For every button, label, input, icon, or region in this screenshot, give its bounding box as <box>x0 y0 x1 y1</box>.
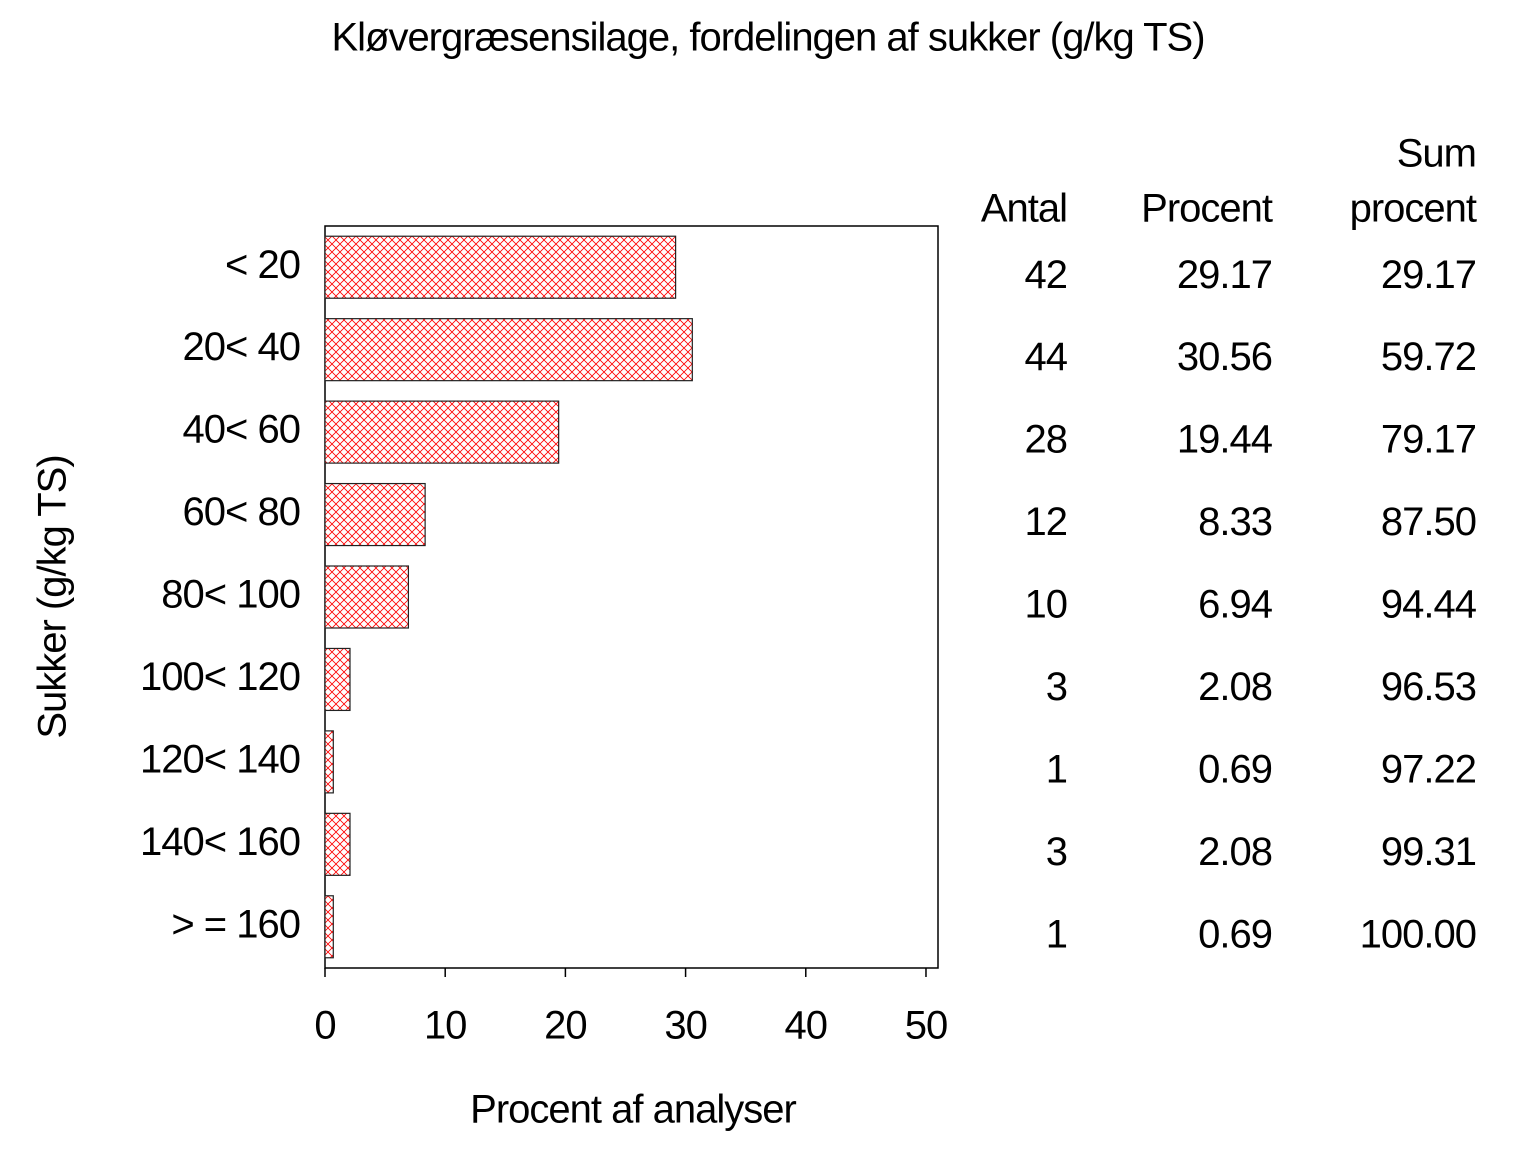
bar <box>324 400 560 464</box>
bar <box>324 812 351 876</box>
table-header: Procent <box>1141 187 1273 231</box>
table-sum-procent: 59.72 <box>1381 335 1476 379</box>
table-antal: 28 <box>1025 418 1068 462</box>
bar <box>324 565 410 629</box>
y-tick-label: 80< 100 <box>161 573 300 617</box>
table-header: Sum <box>1397 132 1476 176</box>
table-sum-procent: 79.17 <box>1381 418 1476 462</box>
y-tick-label: 120< 140 <box>140 737 300 781</box>
table-antal: 10 <box>1025 583 1068 627</box>
bar <box>324 235 677 299</box>
table-procent: 19.44 <box>1177 418 1273 462</box>
table-procent: 2.08 <box>1198 665 1272 709</box>
table-procent: 6.94 <box>1198 583 1273 627</box>
y-tick-label: > = 160 <box>171 902 300 946</box>
x-tick-label: 30 <box>664 1004 707 1048</box>
x-axis-label: Procent af analyser <box>470 1088 796 1132</box>
y-tick-label: 140< 160 <box>140 820 300 864</box>
x-tick-label: 50 <box>905 1004 948 1048</box>
x-tick-label: 10 <box>424 1004 467 1048</box>
table-antal: 12 <box>1025 500 1068 544</box>
y-tick-label: 60< 80 <box>183 490 300 534</box>
table-procent: 30.56 <box>1177 335 1272 379</box>
bar <box>324 895 334 959</box>
table-procent: 2.08 <box>1198 830 1272 874</box>
bar <box>324 482 426 547</box>
table-procent: 8.33 <box>1198 500 1272 544</box>
table-sum-procent: 97.22 <box>1381 747 1476 791</box>
table-antal: 44 <box>1025 335 1068 379</box>
table-antal: 3 <box>1046 830 1067 874</box>
table-sum-procent: 94.44 <box>1381 583 1477 627</box>
bar <box>324 647 351 712</box>
bar <box>324 730 334 794</box>
table-header: procent <box>1350 187 1477 231</box>
y-tick-label: 20< 40 <box>183 325 300 369</box>
table-sum-procent: 87.50 <box>1381 500 1476 544</box>
chart-title: Kløvergræsensilage, fordelingen af sukke… <box>331 16 1204 60</box>
table-sum-procent: 96.53 <box>1381 665 1476 709</box>
table-antal: 1 <box>1046 747 1067 791</box>
table-antal: 1 <box>1046 912 1067 956</box>
x-tick-label: 20 <box>544 1004 587 1048</box>
bar <box>324 318 693 382</box>
table-antal: 42 <box>1025 253 1068 297</box>
x-tick-label: 0 <box>314 1004 335 1048</box>
y-tick-label: 40< 60 <box>183 408 300 452</box>
table-sum-procent: 29.17 <box>1381 253 1476 297</box>
table-sum-procent: 100.00 <box>1360 912 1476 956</box>
table-header: Antal <box>981 187 1067 231</box>
table-sum-procent: 99.31 <box>1381 830 1476 874</box>
y-tick-label: < 20 <box>225 243 300 287</box>
table-procent: 0.69 <box>1198 912 1272 956</box>
y-tick-label: 100< 120 <box>140 655 300 699</box>
table-procent: 29.17 <box>1177 253 1272 297</box>
table-antal: 3 <box>1046 665 1067 709</box>
x-tick-label: 40 <box>785 1004 828 1048</box>
table-procent: 0.69 <box>1198 747 1272 791</box>
y-axis-label: Sukker (g/kg TS) <box>31 455 75 738</box>
